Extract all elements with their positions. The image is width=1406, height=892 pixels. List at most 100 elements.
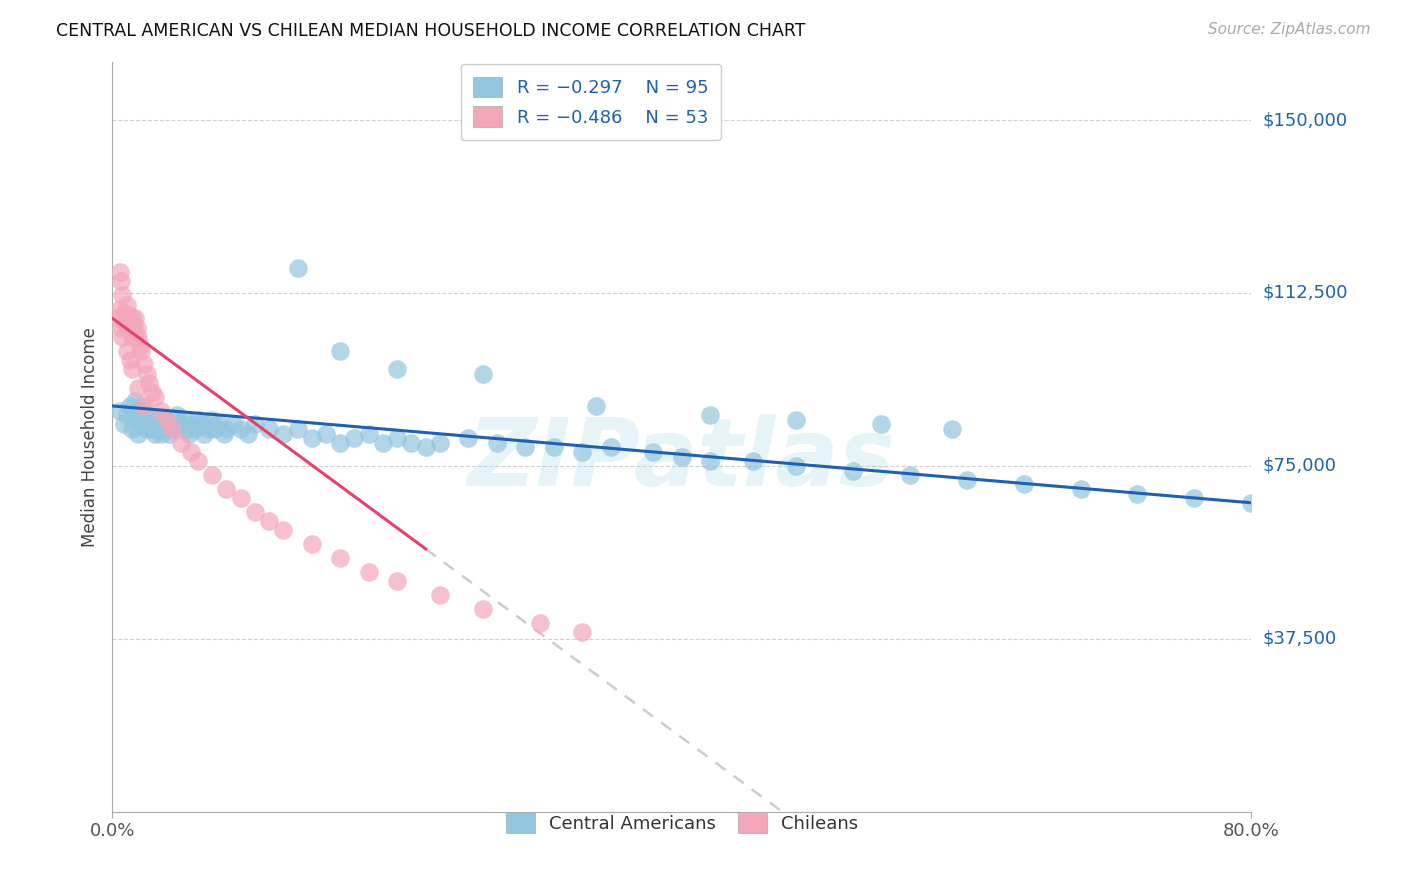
Point: [132, 417, 155, 432]
Point: [129, 399, 152, 413]
Point: [152, 413, 174, 427]
Point: [201, 468, 224, 483]
Point: [1126, 486, 1149, 500]
Point: [415, 441, 437, 455]
Point: [122, 320, 145, 334]
Text: $37,500: $37,500: [1263, 630, 1337, 648]
Point: [179, 426, 201, 441]
Point: [429, 435, 451, 450]
Point: [138, 408, 160, 422]
Point: [143, 390, 166, 404]
Point: [120, 325, 142, 339]
Point: [121, 422, 143, 436]
Point: [599, 441, 621, 455]
Point: [159, 426, 180, 441]
Point: [149, 417, 172, 432]
Point: [329, 343, 352, 358]
Point: [257, 422, 280, 436]
Point: [1184, 491, 1206, 505]
Point: [1012, 477, 1035, 491]
Point: [184, 422, 207, 436]
Point: [204, 422, 226, 436]
Point: [141, 413, 163, 427]
Point: [124, 311, 146, 326]
Point: [385, 574, 409, 589]
Point: [115, 343, 138, 358]
Point: [149, 426, 172, 441]
Point: [941, 422, 963, 436]
Point: [146, 413, 169, 427]
Point: [193, 426, 215, 441]
Point: [141, 422, 163, 436]
Point: [173, 413, 195, 427]
Point: [114, 316, 136, 330]
Point: [190, 417, 212, 432]
Point: [115, 408, 138, 422]
Y-axis label: Median Household Income: Median Household Income: [82, 327, 100, 547]
Point: [167, 422, 190, 436]
Point: [143, 417, 166, 432]
Point: [159, 422, 180, 436]
Point: [371, 435, 394, 450]
Point: [515, 441, 537, 455]
Point: [170, 435, 193, 450]
Point: [315, 426, 337, 441]
Point: [301, 537, 323, 551]
Point: [181, 417, 204, 432]
Point: [152, 422, 174, 436]
Point: [127, 330, 149, 344]
Point: [287, 260, 309, 275]
Point: [107, 311, 129, 326]
Point: [155, 417, 177, 432]
Point: [1069, 482, 1091, 496]
Point: [529, 615, 551, 630]
Point: [1240, 496, 1263, 510]
Point: [118, 352, 141, 367]
Point: [671, 450, 693, 464]
Point: [699, 454, 721, 468]
Point: [115, 320, 138, 334]
Point: [135, 367, 157, 381]
Point: [236, 426, 259, 441]
Point: [329, 435, 352, 450]
Point: [127, 426, 149, 441]
Point: [121, 330, 143, 344]
Point: [143, 426, 166, 441]
Point: [132, 399, 155, 413]
Point: [155, 413, 177, 427]
Point: [401, 435, 423, 450]
Point: [257, 514, 280, 528]
Point: [643, 445, 665, 459]
Point: [898, 468, 921, 483]
Point: [385, 362, 409, 376]
Point: [429, 588, 451, 602]
Point: [229, 422, 252, 436]
Text: Source: ZipAtlas.com: Source: ZipAtlas.com: [1208, 22, 1371, 37]
Point: [785, 458, 807, 473]
Point: [165, 413, 187, 427]
Point: [138, 417, 160, 432]
Point: [118, 316, 141, 330]
Point: [357, 426, 380, 441]
Point: [128, 339, 150, 353]
Point: [129, 417, 152, 432]
Point: [166, 408, 188, 422]
Point: [121, 362, 143, 376]
Point: [343, 431, 366, 445]
Point: [112, 307, 135, 321]
Point: [357, 565, 380, 579]
Point: [127, 408, 149, 422]
Point: [742, 454, 765, 468]
Point: [956, 473, 979, 487]
Text: CENTRAL AMERICAN VS CHILEAN MEDIAN HOUSEHOLD INCOME CORRELATION CHART: CENTRAL AMERICAN VS CHILEAN MEDIAN HOUSE…: [56, 22, 806, 40]
Point: [195, 417, 218, 432]
Point: [162, 422, 184, 436]
Point: [124, 413, 146, 427]
Point: [385, 431, 409, 445]
Point: [699, 408, 721, 422]
Text: ZIPatlas: ZIPatlas: [468, 414, 896, 506]
Point: [121, 311, 143, 326]
Point: [141, 385, 163, 400]
Point: [146, 422, 169, 436]
Point: [471, 367, 494, 381]
